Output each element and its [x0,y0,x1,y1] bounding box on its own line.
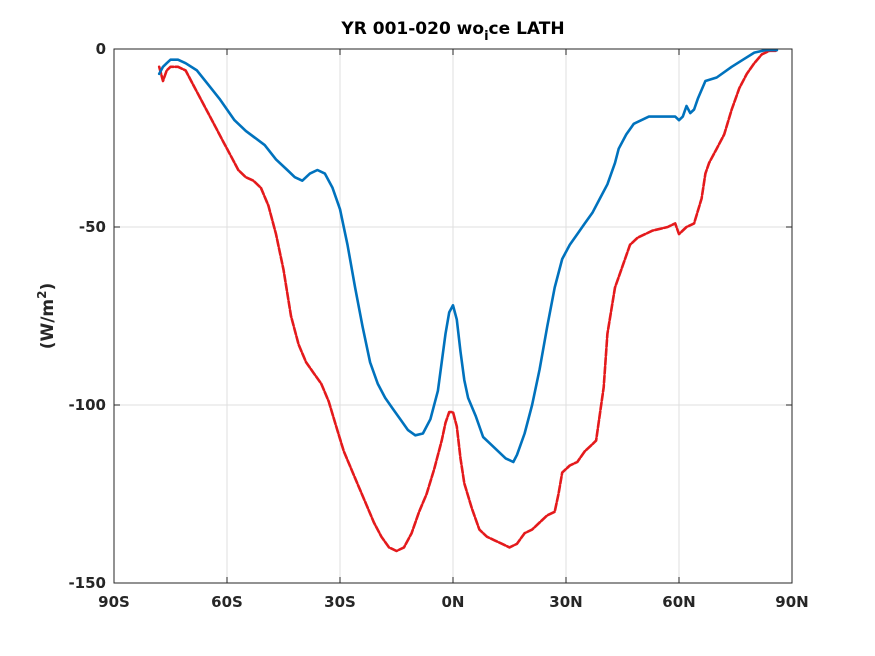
y-axis-label-prefix: (W/m [38,299,58,349]
y-tick-label: -100 [68,396,106,414]
series-line-1 [157,49,779,553]
y-tick-label: 0 [96,40,106,58]
x-tick-label: 30S [324,593,356,611]
x-tick-label: 60N [662,593,695,611]
x-tick-label: 30N [549,593,582,611]
y-axis: 0 -50 -100 -150 [68,40,792,592]
chart-title-suffix: ce LATH [489,19,565,39]
y-tick-label: -150 [68,574,106,592]
y-axis-label-suffix: ) [38,283,58,291]
x-tick-label: 0N [442,593,465,611]
data-lines [157,48,779,553]
chart-title-subscript: i [484,29,488,44]
series-line-0 [157,48,779,464]
chart-title-prefix: YR 001-020 wo [340,19,484,39]
y-axis-label: (W/m2) [35,283,58,350]
chart-title: YR 001-020 woice LATH [340,19,564,44]
y-axis-label-superscript: 2 [35,290,49,298]
x-tick-label: 90N [775,593,808,611]
x-axis: 90S 60S 30S 0N 30N 60N 90N [98,49,809,611]
y-tick-label: -50 [79,218,106,236]
x-tick-label: 60S [211,593,243,611]
x-tick-label: 90S [98,593,130,611]
